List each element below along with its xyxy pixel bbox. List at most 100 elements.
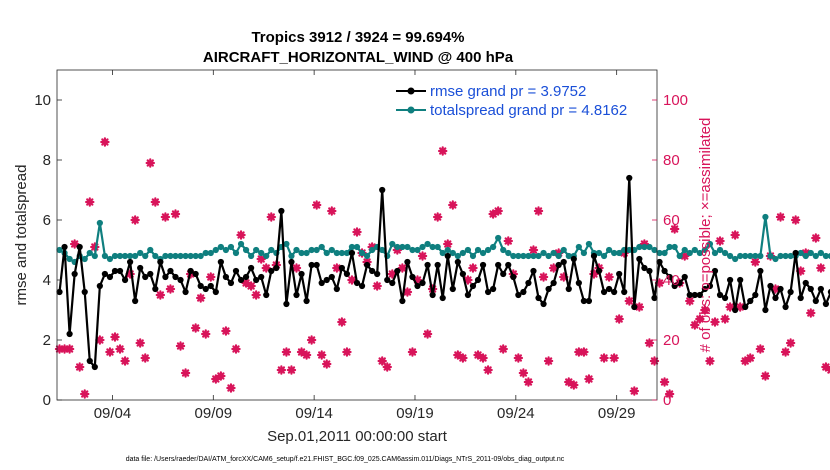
totalspread-point (520, 252, 527, 260)
obs-count-point (301, 350, 312, 360)
rmse-point (505, 261, 512, 269)
obs-count-point (221, 326, 231, 336)
totalspread-point (162, 252, 169, 260)
totalspread-point (681, 246, 688, 254)
rmse-point (807, 285, 814, 293)
rmse-point (560, 258, 567, 266)
rmse-point (540, 300, 547, 308)
totalspread-point (727, 252, 734, 260)
totalspread-point (338, 249, 345, 257)
obs-marker-stroke (307, 336, 316, 344)
obs-marker-stroke (731, 231, 739, 239)
rmse-point (666, 273, 673, 281)
legend-rmse-marker (407, 87, 415, 95)
rmse-point (288, 258, 295, 266)
totalspread-point (490, 243, 497, 251)
x-tick-label: 09/14 (295, 405, 333, 422)
obs-count-point (669, 224, 680, 234)
obs-count-point (145, 158, 155, 168)
totalspread-point (353, 243, 361, 251)
obs-marker-stroke (70, 240, 79, 248)
obs-count-point (80, 389, 90, 399)
obs-marker-stroke (524, 378, 533, 386)
x-axis-label: Sep.01,2011 00:00:00 start (267, 428, 448, 445)
totalspread-point (232, 249, 240, 257)
obs-count-point (705, 356, 715, 366)
x-tick-label: 09/19 (396, 405, 434, 422)
y-axis-right-label: # of obs: o=possible; ×=assimilated (697, 118, 714, 353)
rmse-point (202, 285, 209, 293)
rmse-point (716, 291, 724, 299)
obs-marker-stroke (570, 381, 578, 389)
obs-marker-stroke (166, 285, 175, 293)
rmse-point (752, 291, 759, 299)
obs-count-point (382, 362, 392, 372)
y-tick-label: 2 (43, 332, 51, 349)
obs-marker-stroke (660, 378, 669, 386)
obs-count-point (538, 272, 549, 282)
obs-count-point (448, 200, 458, 210)
rmse-point (278, 207, 285, 215)
rmse-point (111, 267, 119, 275)
rmse-point (706, 282, 714, 290)
rmse-point (374, 270, 381, 278)
rmse-point (474, 276, 482, 284)
totalspread-point (409, 246, 416, 254)
obs-marker-stroke (197, 294, 205, 302)
obs-marker-stroke (786, 339, 795, 347)
rmse-point (333, 285, 340, 293)
obs-count-point (417, 251, 428, 261)
obs-marker-stroke (171, 210, 180, 218)
rmse-point (157, 258, 164, 266)
obs-count-point (503, 236, 513, 246)
totalspread-point (449, 249, 456, 257)
rmse-point (242, 273, 250, 281)
obs-marker-stroke (504, 237, 512, 245)
y-tick-label: 10 (34, 92, 51, 109)
obs-count-point (493, 206, 503, 216)
rmse-point (424, 261, 431, 269)
rmse-point (177, 276, 184, 284)
rmse-point (792, 249, 799, 257)
obs-count-point (347, 275, 357, 285)
obs-marker-stroke (60, 345, 69, 353)
totalspread-point (752, 252, 759, 260)
obs-marker-stroke (469, 264, 477, 272)
obs-marker-stroke (771, 285, 780, 293)
totalspread-point (429, 243, 436, 251)
obs-marker-stroke (791, 216, 800, 224)
obs-count-point (584, 374, 594, 384)
totalspread-point (711, 249, 719, 257)
rmse-point (737, 276, 744, 284)
rmse-point (691, 291, 698, 299)
rmse-point (439, 294, 446, 302)
totalspread-point (379, 246, 386, 254)
rmse-point (298, 270, 305, 278)
obs-count-point (518, 368, 529, 378)
obs-marker-stroke (111, 333, 119, 341)
obs-marker-stroke (65, 345, 74, 353)
obs-count-point (150, 197, 161, 207)
obs-marker-stroke (161, 213, 170, 221)
obs-count-point (322, 359, 332, 369)
obs-marker-stroke (312, 201, 321, 209)
rmse-point (646, 267, 653, 275)
totalspread-point (81, 255, 88, 263)
rmse-point (369, 267, 376, 275)
obs-count-point (69, 239, 80, 249)
obs-marker-stroke (146, 159, 154, 167)
totalspread-point (293, 246, 300, 254)
obs-marker-stroke (388, 270, 396, 278)
totalspread-point (777, 252, 784, 260)
totalspread-point (182, 252, 189, 260)
totalspread-point (656, 249, 663, 257)
rmse-point (696, 291, 703, 299)
rmse-point (212, 288, 219, 296)
rmse-point (777, 285, 784, 293)
rmse-point (328, 273, 335, 281)
obs-count-point (155, 290, 166, 300)
totalspread-point (197, 252, 204, 260)
rmse-point (409, 273, 416, 281)
rmse-point (71, 270, 78, 278)
obs-marker-stroke (549, 264, 558, 272)
